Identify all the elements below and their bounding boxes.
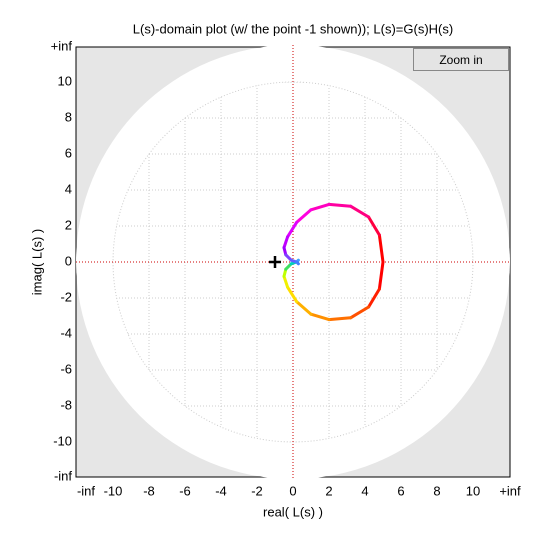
x-tick-label: -8 <box>143 483 155 498</box>
curve-segment <box>309 202 331 212</box>
y-tick-label: -4 <box>60 325 72 340</box>
curve-segment <box>295 300 313 316</box>
curve-segment <box>377 233 385 264</box>
curve-segment <box>295 208 313 224</box>
x-tick-label: 8 <box>433 483 440 498</box>
x-end-label: -inf <box>77 483 95 498</box>
x-tick-label: 10 <box>466 483 480 498</box>
y-tick-label: 2 <box>65 217 72 232</box>
x-tick-label: 2 <box>325 483 332 498</box>
y-axis-label: imag( L(s) ) <box>29 229 44 295</box>
curve-segment <box>327 316 353 322</box>
x-tick-label: 6 <box>397 483 404 498</box>
y-end-label: -inf <box>54 468 72 483</box>
curve-segment <box>367 287 381 309</box>
y-end-label: +inf <box>51 38 73 53</box>
x-tick-label: -2 <box>251 483 263 498</box>
chart-title: L(s)-domain plot (w/ the point -1 shown)… <box>133 21 453 36</box>
curve-segment <box>282 235 290 250</box>
y-tick-label: -6 <box>60 361 72 376</box>
curve-segment <box>282 274 290 289</box>
curve-segment <box>327 202 353 208</box>
y-tick-label: 10 <box>58 73 72 88</box>
x-tick-label: 0 <box>289 483 296 498</box>
x-tick-label: -6 <box>179 483 191 498</box>
y-tick-label: 4 <box>65 181 72 196</box>
y-tick-label: 8 <box>65 109 72 124</box>
zoom-in-button[interactable]: Zoom in <box>413 48 509 71</box>
x-tick-label: -4 <box>215 483 227 498</box>
curve-segment <box>377 260 385 291</box>
curve-segment <box>295 260 300 266</box>
curve-segment <box>349 305 371 320</box>
y-tick-label: 6 <box>65 145 72 160</box>
critical-point <box>269 256 281 268</box>
curve-segment <box>286 285 299 304</box>
curve-segment <box>286 220 299 239</box>
x-tick-label: 4 <box>361 483 368 498</box>
y-tick-label: 0 <box>65 253 72 268</box>
y-tick-label: -2 <box>60 289 72 304</box>
x-end-label: +inf <box>499 483 521 498</box>
curve-segment <box>309 312 331 322</box>
curve-segment <box>367 215 381 237</box>
y-tick-label: -8 <box>60 397 72 412</box>
x-axis-label: real( L(s) ) <box>263 504 323 519</box>
curve-segment <box>349 204 371 219</box>
x-tick-label: -10 <box>104 483 123 498</box>
y-tick-label: -10 <box>53 433 72 448</box>
